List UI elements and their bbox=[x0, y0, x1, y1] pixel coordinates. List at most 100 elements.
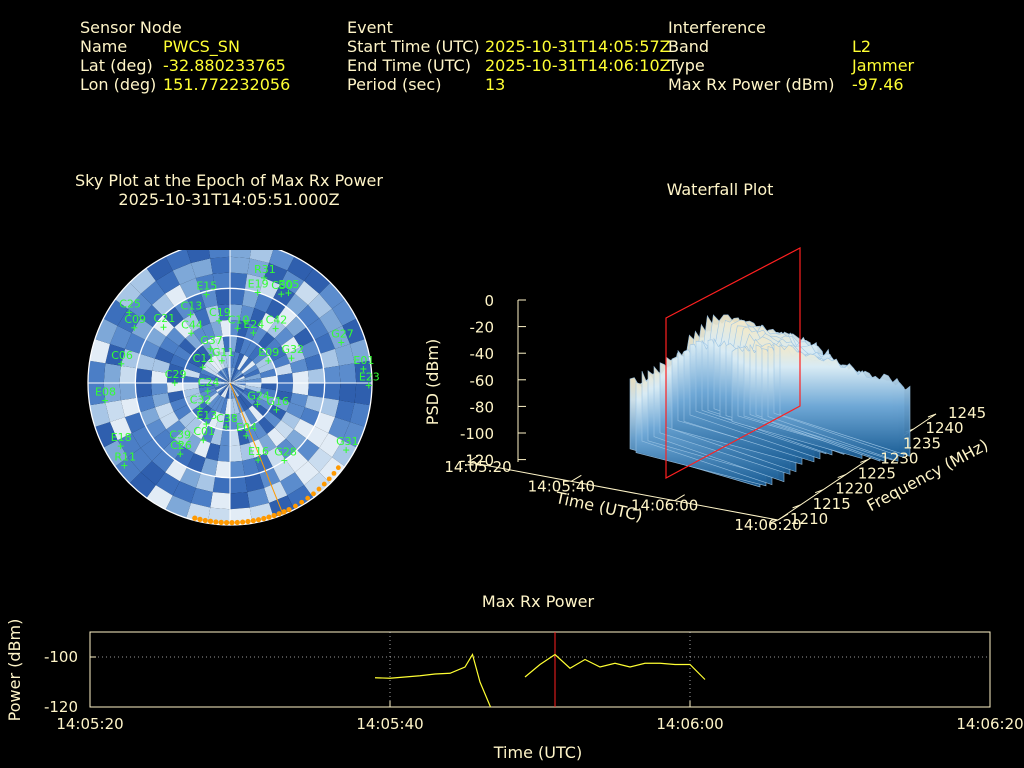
skyplot-cell bbox=[350, 402, 371, 427]
skyplot-cell bbox=[269, 250, 295, 271]
skyplot-cell bbox=[217, 383, 230, 395]
power-chart-xtick-label: 14:05:20 bbox=[56, 715, 123, 733]
skyplot-cell bbox=[117, 433, 141, 458]
waterfall-psd-tick-label: -40 bbox=[470, 345, 495, 363]
skyplot-cell bbox=[255, 397, 273, 411]
skyplot-cell bbox=[242, 289, 260, 308]
skyplot-cell bbox=[244, 273, 265, 293]
skyplot-cell bbox=[194, 307, 211, 327]
skyplot-cell bbox=[230, 370, 242, 383]
skyplot-cell bbox=[263, 410, 282, 428]
skyplot-cell bbox=[165, 495, 191, 519]
skyplot-cell bbox=[183, 368, 200, 379]
waterfall-frequency-tick bbox=[792, 504, 801, 509]
skyplot-satellite: E23 bbox=[359, 370, 380, 389]
waterfall-marker-plane-outline bbox=[665, 247, 801, 480]
skyplot-cell bbox=[198, 383, 215, 388]
waterfall-time-tick-label: 14:06:20 bbox=[734, 516, 801, 530]
skyplot-cell bbox=[245, 373, 262, 381]
skyplot-cell bbox=[287, 485, 314, 510]
skyplot-cell bbox=[354, 383, 372, 406]
skyplot-cell bbox=[159, 411, 179, 430]
skyplot-cell bbox=[124, 332, 146, 354]
waterfall-psd-tick-label: 0 bbox=[484, 292, 494, 310]
skyplot-cell bbox=[230, 250, 253, 259]
skyplot-cell bbox=[281, 336, 301, 355]
waterfall-frequency-tick-label: 1220 bbox=[835, 480, 873, 498]
skyplot-satellite: C10 bbox=[228, 313, 249, 332]
skyplot-cell bbox=[285, 316, 307, 337]
skyplot-cell bbox=[183, 312, 202, 332]
skyplot-cell bbox=[88, 360, 106, 383]
power-chart-xlabel: Time (UTC) bbox=[493, 743, 582, 762]
skyplot-cell bbox=[190, 488, 213, 508]
waterfall-title: Waterfall Plot bbox=[666, 180, 774, 199]
skyplot-cell bbox=[350, 339, 371, 364]
skyplot-cell bbox=[319, 457, 345, 484]
skyplot-cell bbox=[320, 348, 340, 369]
skyplot-cell bbox=[241, 392, 256, 406]
skyplot-satellite: E13 bbox=[196, 409, 217, 427]
skyplot-cell bbox=[167, 363, 185, 376]
skyplot-cell bbox=[154, 402, 174, 419]
skyplot-cell bbox=[258, 434, 277, 454]
skyplot-cell bbox=[214, 375, 230, 383]
skyplot-cell bbox=[230, 460, 245, 478]
skyplot-track-point bbox=[316, 486, 322, 492]
skyplot-cell bbox=[139, 407, 160, 426]
skyplot-cell bbox=[245, 383, 262, 388]
skyplot-track-point bbox=[271, 512, 277, 519]
skyplot-cell bbox=[124, 412, 146, 434]
skyplot-cell bbox=[230, 383, 246, 388]
skyplot-cell bbox=[215, 397, 226, 414]
skyplot-cell bbox=[120, 397, 140, 418]
skyplot-cell bbox=[286, 402, 306, 419]
skyplot-satellite: E15 bbox=[196, 280, 217, 298]
skyplot-cell bbox=[319, 282, 345, 309]
interference-type-value: Jammer bbox=[852, 56, 915, 75]
skyplot-cell bbox=[178, 338, 197, 356]
skyplot-cell bbox=[257, 331, 275, 350]
waterfall-frequency-tick-label: 1210 bbox=[790, 510, 828, 528]
skyplot-cell bbox=[339, 383, 357, 403]
skyplot-cell bbox=[215, 383, 230, 393]
skyplot-cell bbox=[264, 262, 288, 285]
skyplot-satellite: C21 bbox=[154, 312, 175, 331]
skyplot-cell bbox=[194, 439, 211, 459]
skyplot-cell bbox=[163, 306, 184, 328]
skyplot-track-point bbox=[202, 517, 208, 524]
skyplot-cell bbox=[210, 256, 230, 274]
skyplot-cell bbox=[323, 365, 341, 383]
sensor-section-title: Sensor Node bbox=[80, 18, 182, 37]
skyplot-cell bbox=[272, 397, 291, 412]
waterfall-frequency-tick bbox=[927, 413, 937, 418]
event-period-label: Period (sec) bbox=[347, 75, 442, 94]
skyplot-track-point bbox=[286, 506, 292, 513]
skyplot-satellite-label: E19 bbox=[248, 277, 269, 290]
skyplot-satellite: C42 bbox=[266, 314, 287, 332]
skyplot-cell bbox=[146, 485, 173, 510]
skyplot-cell bbox=[119, 383, 137, 401]
skyplot-track-point bbox=[311, 491, 316, 497]
skyplot-cell bbox=[179, 277, 201, 299]
skyplot-cell bbox=[245, 385, 262, 393]
skyplot-cell bbox=[261, 375, 278, 383]
skyplot-satellite-label: G11 bbox=[212, 346, 235, 359]
skyplot-satellite: C25 bbox=[119, 297, 141, 316]
skyplot-cell bbox=[151, 383, 168, 396]
skyplot-satellite-label: C25 bbox=[119, 297, 141, 310]
skyplot-cell bbox=[258, 312, 277, 332]
skyplot-cell bbox=[244, 425, 259, 444]
skyplot-satellites: E19R31E05C30G27E01E23G31G32G28E16E04G16G… bbox=[95, 263, 380, 469]
waterfall-frequency-tick-label: 1215 bbox=[813, 495, 851, 513]
waterfall-frequency-tick bbox=[860, 458, 869, 463]
waterfall-psd-tick-label: -120 bbox=[460, 452, 494, 470]
skyplot-cell bbox=[109, 325, 132, 349]
skyplot-cell bbox=[261, 383, 278, 391]
skyplot-cell bbox=[215, 413, 226, 430]
skyplot-cell bbox=[183, 387, 200, 398]
power-chart-xtick-label: 14:06:20 bbox=[956, 715, 1023, 733]
skyplot-satellite-label: G24 bbox=[247, 389, 270, 402]
power-chart-line bbox=[524, 653, 706, 680]
